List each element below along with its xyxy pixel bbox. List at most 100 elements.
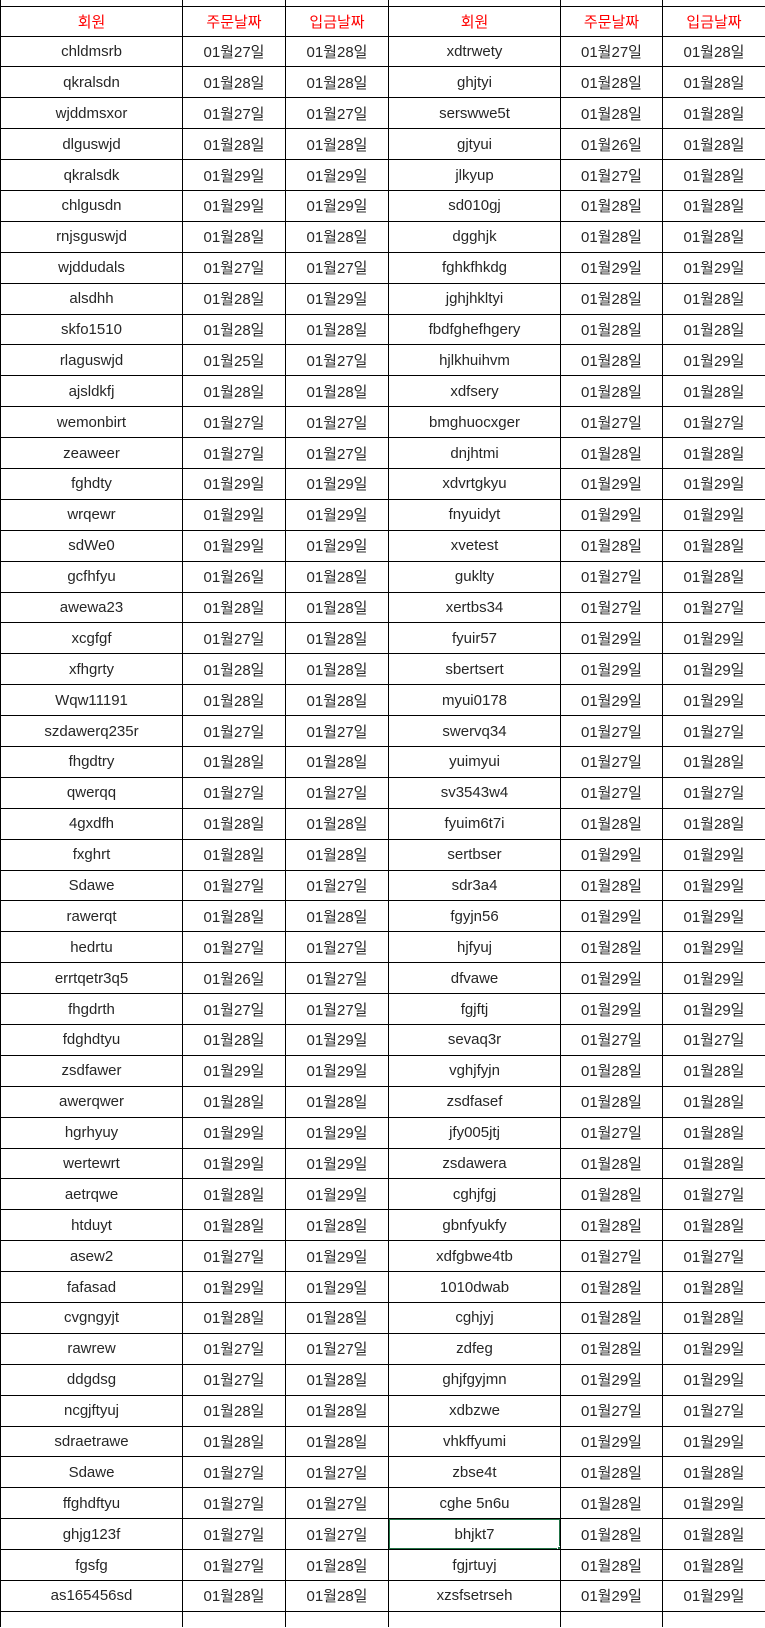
deposit-date-cell[interactable]: 01월29일	[285, 1116, 389, 1149]
member-cell[interactable]: gcfhfyu	[0, 560, 183, 593]
deposit-date-cell[interactable]: 01월29일	[285, 1054, 389, 1087]
member-cell[interactable]: sertbser	[388, 838, 561, 871]
deposit-date-cell[interactable]: 01월28일	[285, 684, 389, 717]
member-cell[interactable]: fhgdrth	[0, 993, 183, 1025]
member-cell[interactable]: jlkyup	[388, 159, 561, 191]
deposit-date-cell[interactable]: 01월28일	[285, 900, 389, 933]
member-cell[interactable]: hjlkhuihvm	[388, 344, 561, 377]
deposit-date-cell[interactable]: 01월29일	[662, 931, 765, 964]
deposit-date-cell[interactable]: 01월28일	[285, 35, 389, 68]
empty-cell[interactable]	[182, 1610, 286, 1628]
order-date-cell[interactable]: 01월29일	[182, 159, 286, 191]
order-date-cell[interactable]: 01월28일	[560, 1271, 663, 1304]
member-cell[interactable]: vghjfyjn	[388, 1054, 561, 1087]
order-date-cell[interactable]: 01월28일	[560, 1332, 663, 1365]
order-date-cell[interactable]: 01월28일	[560, 66, 663, 99]
order-date-cell[interactable]: 01월27일	[182, 715, 286, 747]
member-cell[interactable]: htduyt	[0, 1209, 183, 1242]
order-date-cell[interactable]: 01월26일	[182, 560, 286, 593]
empty-cell[interactable]	[388, 1610, 561, 1628]
deposit-date-cell[interactable]: 01월28일	[285, 313, 389, 346]
deposit-date-cell[interactable]: 01월28일	[662, 128, 765, 161]
order-date-cell[interactable]: 01월27일	[560, 1116, 663, 1149]
member-cell[interactable]: vhkffyumi	[388, 1425, 561, 1458]
order-date-cell[interactable]: 01월27일	[182, 622, 286, 655]
order-date-cell[interactable]: 01월28일	[560, 1302, 663, 1334]
deposit-date-cell[interactable]: 01월28일	[662, 560, 765, 593]
order-date-cell[interactable]: 01월29일	[182, 529, 286, 562]
deposit-date-cell[interactable]: 01월28일	[285, 375, 389, 408]
deposit-date-cell[interactable]: 01월28일	[285, 591, 389, 624]
deposit-date-cell[interactable]: 01월27일	[285, 715, 389, 747]
order-date-cell[interactable]: 01월27일	[182, 1549, 286, 1582]
deposit-date-cell[interactable]: 01월29일	[662, 251, 765, 284]
member-cell[interactable]: bmghuocxger	[388, 406, 561, 439]
deposit-date-cell[interactable]: 01월27일	[662, 591, 765, 624]
header-order-date-right[interactable]: 주문날짜	[560, 5, 663, 37]
deposit-date-cell[interactable]: 01월29일	[285, 159, 389, 191]
member-cell[interactable]: hedrtu	[0, 931, 183, 964]
order-date-cell[interactable]: 01월27일	[182, 776, 286, 809]
order-date-cell[interactable]: 01월27일	[182, 251, 286, 284]
deposit-date-cell[interactable]: 01월28일	[285, 622, 389, 655]
member-cell[interactable]: sbertsert	[388, 653, 561, 686]
member-cell[interactable]: rlaguswjd	[0, 344, 183, 377]
order-date-cell[interactable]: 01월27일	[560, 406, 663, 439]
order-date-cell[interactable]: 01월28일	[560, 1549, 663, 1582]
deposit-date-cell[interactable]: 01월29일	[285, 1178, 389, 1211]
member-cell[interactable]: cghjyj	[388, 1302, 561, 1334]
deposit-date-cell[interactable]: 01월29일	[662, 869, 765, 902]
member-cell[interactable]: dfvawe	[388, 962, 561, 995]
deposit-date-cell[interactable]: 01월27일	[285, 1456, 389, 1489]
member-cell[interactable]: fbdfghefhgery	[388, 313, 561, 346]
member-cell[interactable]: fyuir57	[388, 622, 561, 655]
deposit-date-cell[interactable]: 01월29일	[662, 1332, 765, 1365]
order-date-cell[interactable]: 01월28일	[182, 684, 286, 717]
order-date-cell[interactable]: 01월27일	[182, 1332, 286, 1365]
order-date-cell[interactable]: 01월27일	[560, 1024, 663, 1056]
deposit-date-cell[interactable]: 01월27일	[285, 344, 389, 377]
deposit-date-cell[interactable]: 01월28일	[285, 653, 389, 686]
member-cell[interactable]: xcgfgf	[0, 622, 183, 655]
member-cell[interactable]: xertbs34	[388, 591, 561, 624]
order-date-cell[interactable]: 01월29일	[560, 684, 663, 717]
order-date-cell[interactable]: 01월29일	[560, 838, 663, 871]
deposit-date-cell[interactable]: 01월27일	[285, 97, 389, 130]
order-date-cell[interactable]: 01월28일	[182, 1209, 286, 1242]
deposit-date-cell[interactable]: 01월27일	[662, 406, 765, 439]
deposit-date-cell[interactable]: 01월28일	[662, 1147, 765, 1180]
member-cell[interactable]: wrqewr	[0, 498, 183, 531]
order-date-cell[interactable]: 01월27일	[182, 437, 286, 469]
member-cell[interactable]: wjddmsxor	[0, 97, 183, 130]
deposit-date-cell[interactable]: 01월28일	[285, 1580, 389, 1612]
member-cell[interactable]: hgrhyuy	[0, 1116, 183, 1149]
member-cell[interactable]: xdtrwety	[388, 35, 561, 68]
order-date-cell[interactable]: 01월29일	[560, 1425, 663, 1458]
order-date-cell[interactable]: 01월27일	[560, 591, 663, 624]
order-date-cell[interactable]: 01월27일	[182, 97, 286, 130]
member-cell[interactable]: rawrew	[0, 1332, 183, 1365]
deposit-date-cell[interactable]: 01월29일	[662, 1363, 765, 1396]
member-cell[interactable]: wjddudals	[0, 251, 183, 284]
deposit-date-cell[interactable]: 01월27일	[285, 251, 389, 284]
deposit-date-cell[interactable]: 01월27일	[662, 1394, 765, 1427]
order-date-cell[interactable]: 01월29일	[182, 1147, 286, 1180]
order-date-cell[interactable]: 01월29일	[560, 498, 663, 531]
member-cell[interactable]: xzsfsetrseh	[388, 1580, 561, 1612]
order-date-cell[interactable]: 01월28일	[560, 1178, 663, 1211]
deposit-date-cell[interactable]: 01월27일	[285, 1487, 389, 1520]
member-cell[interactable]: fhgdtry	[0, 745, 183, 778]
member-cell[interactable]: rawerqt	[0, 900, 183, 933]
member-cell[interactable]: as165456sd	[0, 1580, 183, 1612]
deposit-date-cell[interactable]: 01월28일	[285, 1363, 389, 1396]
deposit-date-cell[interactable]: 01월28일	[662, 807, 765, 840]
member-cell[interactable]: ghjfgyjmn	[388, 1363, 561, 1396]
order-date-cell[interactable]: 01월29일	[182, 498, 286, 531]
member-cell[interactable]: guklty	[388, 560, 561, 593]
deposit-date-cell[interactable]: 01월29일	[662, 1487, 765, 1520]
deposit-date-cell[interactable]: 01월28일	[285, 220, 389, 253]
deposit-date-cell[interactable]: 01월28일	[662, 1116, 765, 1149]
deposit-date-cell[interactable]: 01월29일	[285, 282, 389, 315]
deposit-date-cell[interactable]: 01월29일	[285, 1147, 389, 1180]
member-cell[interactable]: xvetest	[388, 529, 561, 562]
